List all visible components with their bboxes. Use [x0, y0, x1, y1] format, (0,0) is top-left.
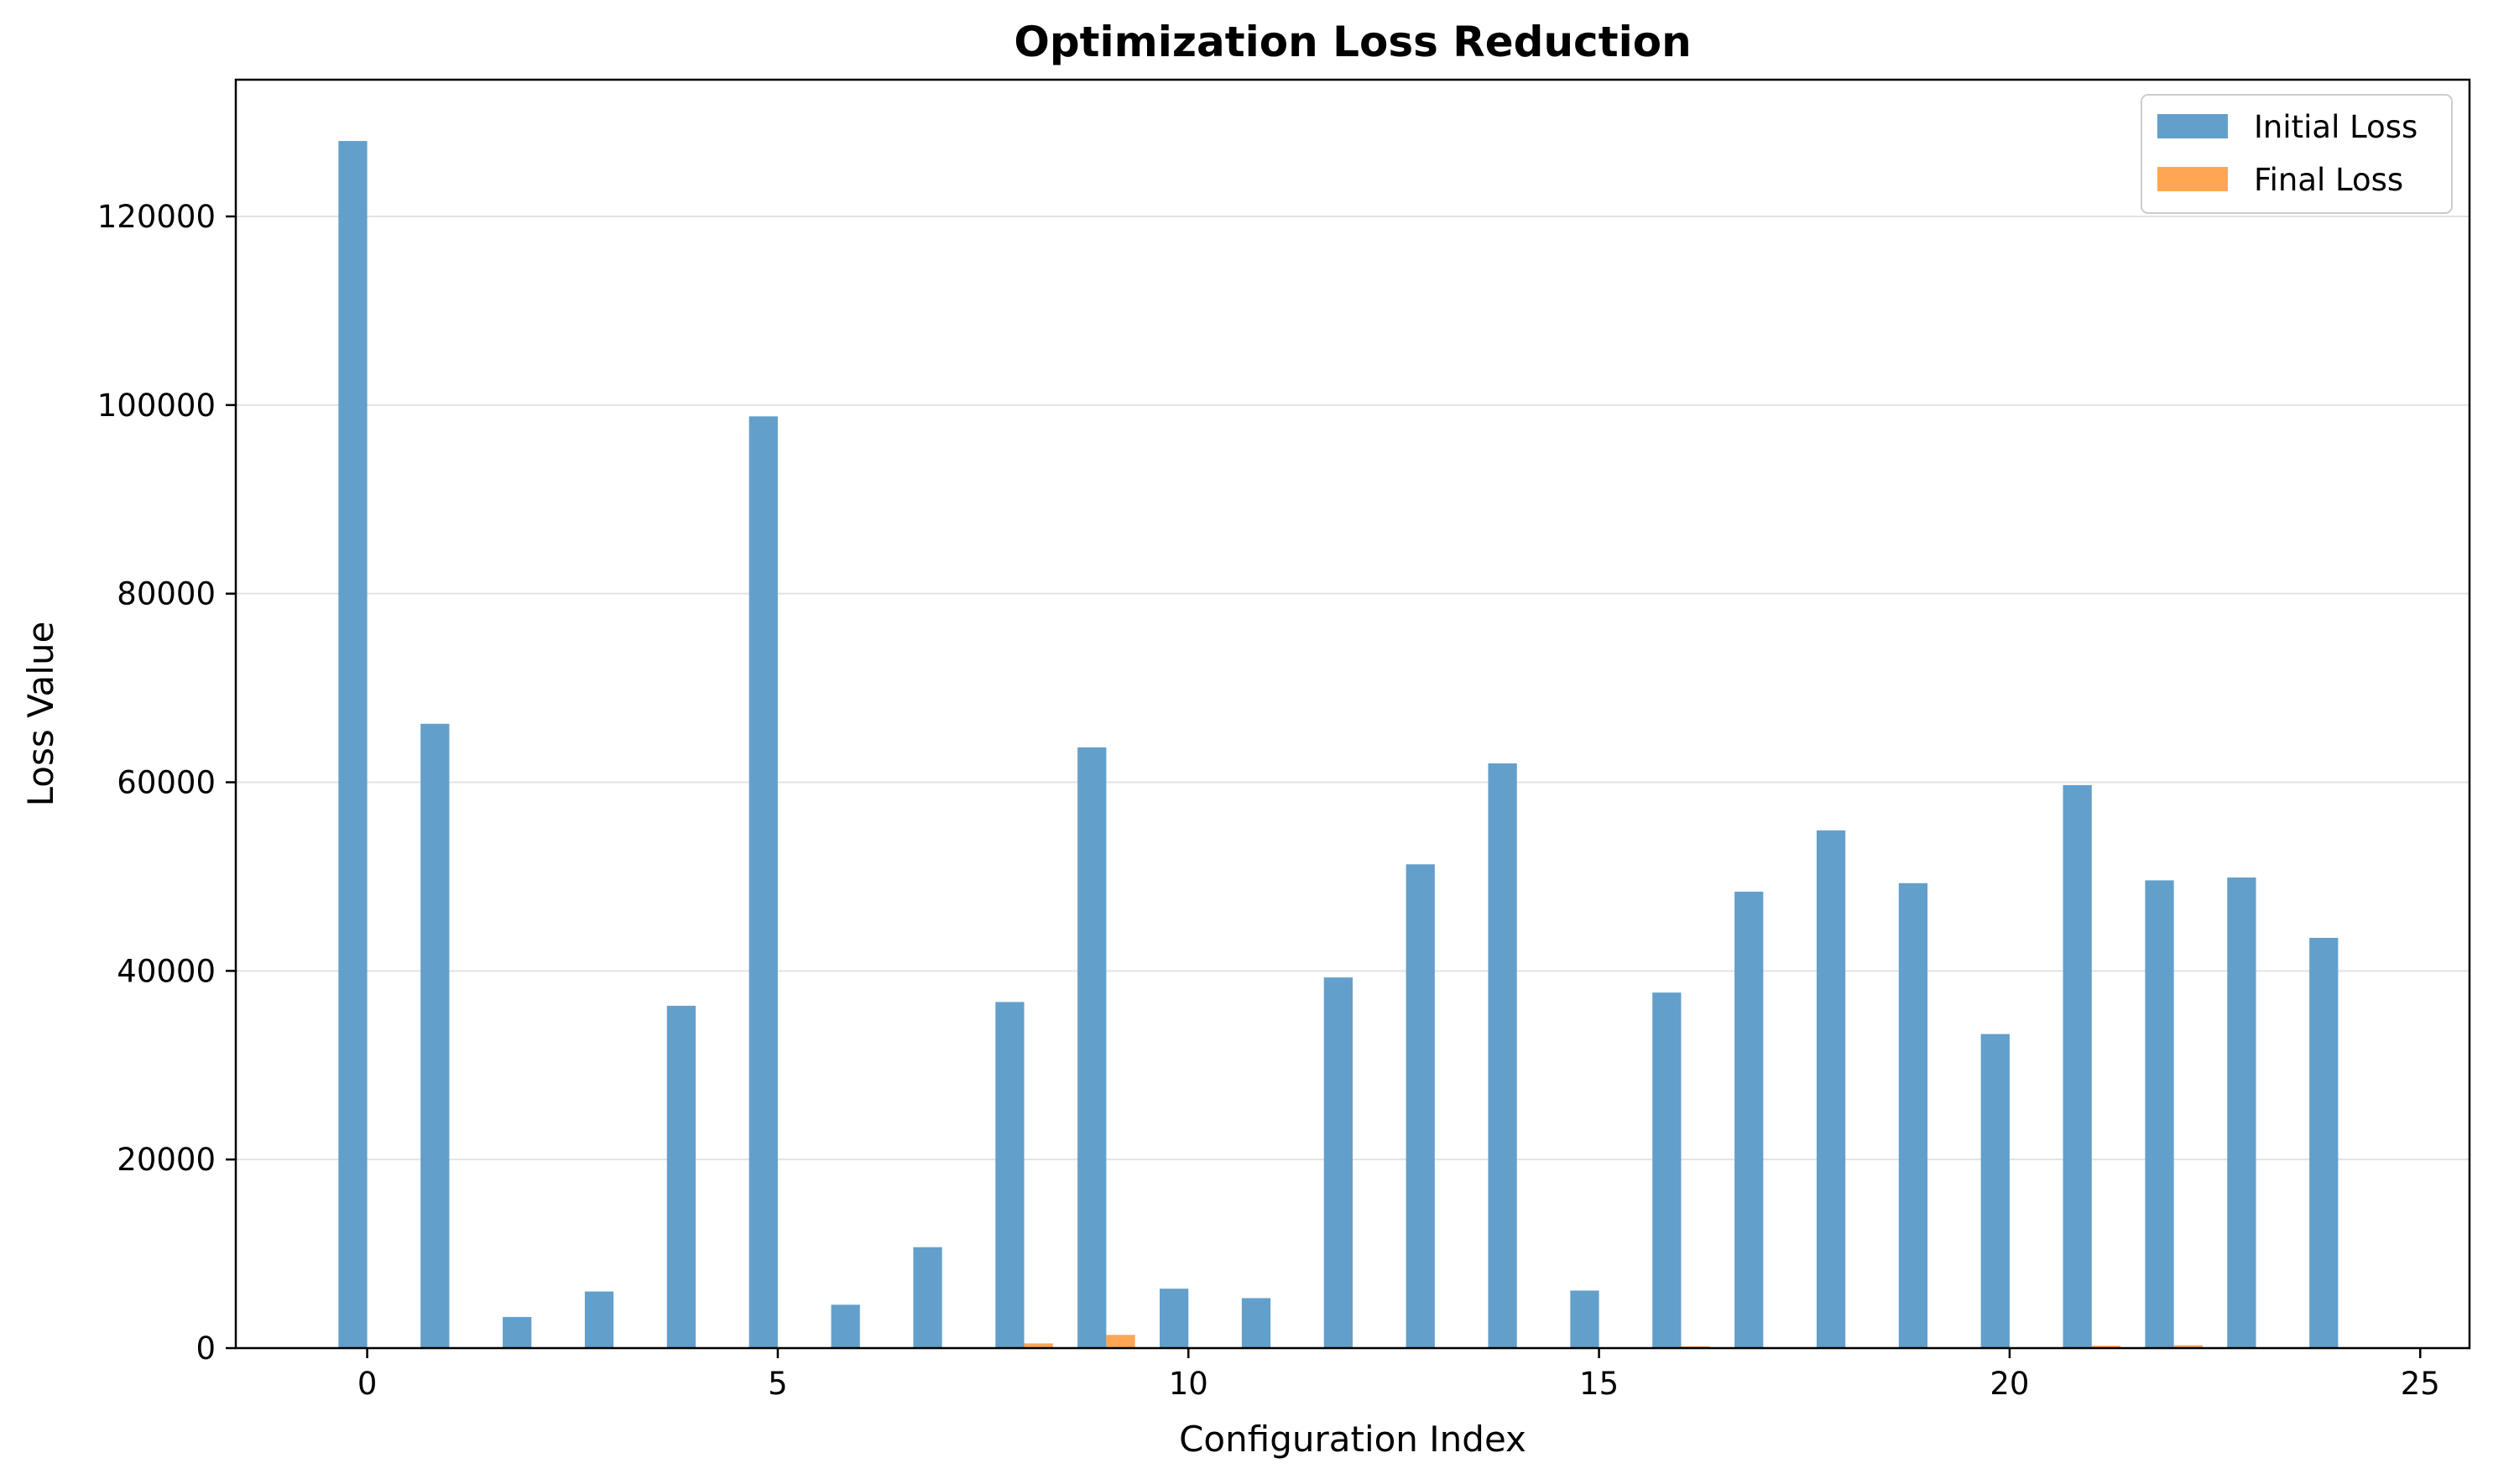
- bar-initial-loss: [420, 723, 450, 1348]
- bar-initial-loss: [995, 1002, 1025, 1348]
- plot-area-frame: [234, 78, 2471, 1350]
- x-axis-ticks: 0 5 10 15 20 25: [357, 1348, 2440, 1402]
- bar-initial-loss: [2145, 880, 2174, 1348]
- bar-initial-loss: [1406, 864, 1435, 1348]
- bar-initial-loss: [1898, 883, 1928, 1348]
- legend-label-initial-loss: Initial Loss: [2254, 109, 2417, 145]
- bar-initial-loss: [666, 1005, 696, 1348]
- bars: [338, 141, 2367, 1348]
- y-tick-label: 0: [196, 1330, 216, 1367]
- bar-initial-loss: [1323, 977, 1353, 1348]
- bar-initial-loss: [338, 141, 368, 1348]
- bar-initial-loss: [503, 1316, 532, 1348]
- x-tick-label: 25: [2401, 1366, 2440, 1402]
- bar-final-loss: [1106, 1335, 1135, 1348]
- y-tick-label: 60000: [117, 765, 216, 801]
- bar-initial-loss: [1077, 747, 1107, 1348]
- bar-initial-loss: [1241, 1298, 1271, 1348]
- bar-initial-loss: [1734, 891, 1764, 1348]
- legend-label-final-loss: Final Loss: [2254, 162, 2403, 198]
- y-tick-label: 120000: [97, 199, 216, 235]
- x-tick-label: 5: [768, 1366, 788, 1402]
- y-tick-label: 100000: [97, 388, 216, 424]
- x-tick-label: 15: [1579, 1366, 1619, 1402]
- bar-initial-loss: [1488, 763, 1517, 1348]
- bar-initial-loss: [1816, 830, 1846, 1348]
- bar-final-loss: [1024, 1343, 1053, 1348]
- x-tick-label: 20: [1990, 1366, 2029, 1402]
- bar-final-loss: [2173, 1345, 2203, 1348]
- y-axis-ticks: 0 20000 40000 60000 80000 100000 120000: [97, 199, 236, 1367]
- bar-initial-loss: [2309, 937, 2339, 1348]
- legend-swatch-final-loss: [2157, 167, 2228, 191]
- bar-initial-loss: [1652, 992, 1682, 1348]
- y-tick-label: 80000: [117, 576, 216, 612]
- bar-initial-loss: [2227, 877, 2256, 1348]
- x-axis-label: Configuration Index: [1179, 1419, 1526, 1460]
- x-tick-label: 10: [1169, 1366, 1208, 1402]
- bar-initial-loss: [1160, 1289, 1189, 1348]
- bar-initial-loss: [2063, 784, 2092, 1348]
- bar-initial-loss: [913, 1247, 942, 1348]
- bar-initial-loss: [748, 416, 778, 1348]
- y-tick-label: 20000: [117, 1142, 216, 1178]
- bar-initial-loss: [1570, 1290, 1599, 1348]
- bar-initial-loss: [584, 1291, 614, 1348]
- y-axis-label: Loss Value: [20, 622, 61, 807]
- bar-initial-loss: [1980, 1034, 2010, 1348]
- bar-initial-loss: [831, 1304, 860, 1348]
- chart-title: Optimization Loss Reduction: [1014, 18, 1691, 66]
- legend-swatch-initial-loss: [2157, 114, 2228, 138]
- bar-final-loss: [2091, 1346, 2121, 1348]
- y-tick-label: 40000: [117, 953, 216, 989]
- legend: Initial Loss Final Loss: [2141, 94, 2453, 214]
- gridlines: [236, 216, 2470, 1349]
- x-tick-label: 0: [357, 1366, 378, 1402]
